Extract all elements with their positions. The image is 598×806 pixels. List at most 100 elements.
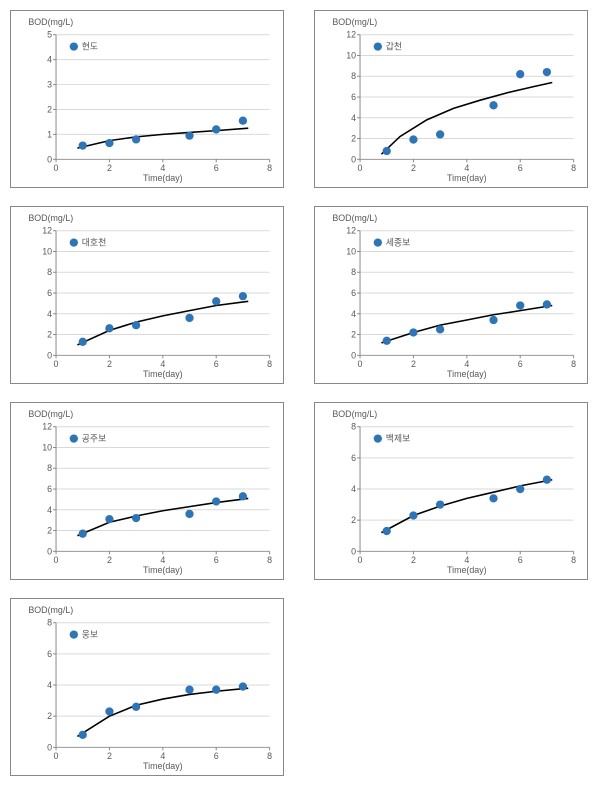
y-axis-label: BOD(mg/L) [28, 213, 73, 223]
x-axis-label: Time(day) [143, 173, 183, 183]
y-tick-label: 4 [47, 309, 52, 319]
data-point [543, 300, 551, 308]
trend-line [381, 305, 552, 342]
y-tick-label: 1 [47, 129, 52, 139]
x-tick-label: 0 [358, 163, 363, 173]
data-point [132, 321, 140, 329]
chart-grid: 01234502468BOD(mg/L)Time(day)현도024681012… [10, 10, 588, 776]
y-tick-label: 8 [47, 267, 52, 277]
y-tick-label: 4 [351, 484, 356, 494]
y-tick-label: 8 [47, 463, 52, 473]
legend-label: 세종보 [386, 238, 411, 248]
y-tick-label: 6 [351, 288, 356, 298]
x-tick-label: 8 [571, 555, 576, 565]
y-tick-label: 12 [346, 226, 356, 236]
data-point [212, 125, 220, 133]
chart-panel: 02468101202468BOD(mg/L)Time(day)갑천 [314, 10, 588, 188]
data-point [383, 337, 391, 345]
data-point [239, 492, 247, 500]
x-tick-label: 4 [160, 163, 165, 173]
x-tick-label: 4 [160, 359, 165, 369]
data-point [79, 530, 87, 538]
x-axis-label: Time(day) [447, 565, 487, 575]
legend-marker-icon [374, 238, 382, 246]
data-point [185, 131, 193, 139]
legend-label: 백제보 [386, 434, 411, 444]
data-point [79, 141, 87, 149]
x-tick-label: 8 [267, 751, 272, 761]
x-tick-label: 4 [160, 751, 165, 761]
x-tick-label: 0 [54, 163, 59, 173]
x-tick-label: 6 [214, 555, 219, 565]
data-point [516, 301, 524, 309]
y-tick-label: 4 [47, 505, 52, 515]
y-tick-label: 0 [47, 350, 52, 360]
data-point [185, 510, 193, 518]
y-axis-label: BOD(mg/L) [28, 605, 73, 615]
x-tick-label: 6 [518, 555, 523, 565]
chart-panel: 02468101202468BOD(mg/L)Time(day)세종보 [314, 206, 588, 384]
y-tick-label: 4 [47, 680, 52, 690]
x-axis-label: Time(day) [143, 761, 183, 771]
x-tick-label: 2 [107, 359, 112, 369]
data-point [516, 485, 524, 493]
y-tick-label: 0 [47, 742, 52, 752]
y-tick-label: 6 [47, 649, 52, 659]
y-tick-label: 6 [351, 453, 356, 463]
x-tick-label: 8 [571, 359, 576, 369]
data-point [516, 70, 524, 78]
data-point [105, 707, 113, 715]
trend-line [77, 128, 248, 148]
legend-marker-icon [70, 630, 78, 638]
trend-line [381, 82, 552, 154]
x-tick-label: 6 [518, 163, 523, 173]
data-point [105, 515, 113, 523]
legend-marker-icon [374, 42, 382, 50]
x-tick-label: 0 [54, 555, 59, 565]
y-tick-label: 8 [351, 267, 356, 277]
data-point [436, 325, 444, 333]
data-point [185, 686, 193, 694]
y-tick-label: 3 [47, 80, 52, 90]
y-tick-label: 12 [346, 30, 356, 40]
trend-line [77, 688, 248, 736]
data-point [489, 101, 497, 109]
y-axis-label: BOD(mg/L) [28, 409, 73, 419]
x-tick-label: 6 [214, 359, 219, 369]
chart-panel: 0246802468BOD(mg/L)Time(day)백제보 [314, 402, 588, 580]
data-point [409, 135, 417, 143]
data-point [409, 511, 417, 519]
x-tick-label: 0 [358, 555, 363, 565]
y-tick-label: 12 [42, 422, 52, 432]
x-tick-label: 0 [54, 359, 59, 369]
x-tick-label: 4 [464, 163, 469, 173]
x-tick-label: 4 [464, 359, 469, 369]
y-tick-label: 2 [351, 134, 356, 144]
data-point [212, 497, 220, 505]
x-tick-label: 8 [571, 163, 576, 173]
data-point [383, 147, 391, 155]
y-tick-label: 4 [351, 113, 356, 123]
y-tick-label: 4 [351, 309, 356, 319]
x-tick-label: 0 [358, 359, 363, 369]
y-tick-label: 2 [47, 711, 52, 721]
x-axis-label: Time(day) [447, 173, 487, 183]
data-point [543, 476, 551, 484]
data-point [212, 297, 220, 305]
legend-marker-icon [70, 238, 78, 246]
x-tick-label: 2 [411, 359, 416, 369]
y-tick-label: 0 [351, 350, 356, 360]
y-tick-label: 8 [351, 422, 356, 432]
x-tick-label: 6 [214, 163, 219, 173]
data-point [132, 514, 140, 522]
x-tick-label: 4 [160, 555, 165, 565]
data-point [239, 292, 247, 300]
x-tick-label: 2 [107, 163, 112, 173]
legend-marker-icon [374, 434, 382, 442]
x-tick-label: 4 [464, 555, 469, 565]
x-tick-label: 8 [267, 359, 272, 369]
y-tick-label: 5 [47, 30, 52, 40]
x-tick-label: 2 [107, 751, 112, 761]
x-tick-label: 2 [107, 555, 112, 565]
y-axis-label: BOD(mg/L) [332, 17, 377, 27]
